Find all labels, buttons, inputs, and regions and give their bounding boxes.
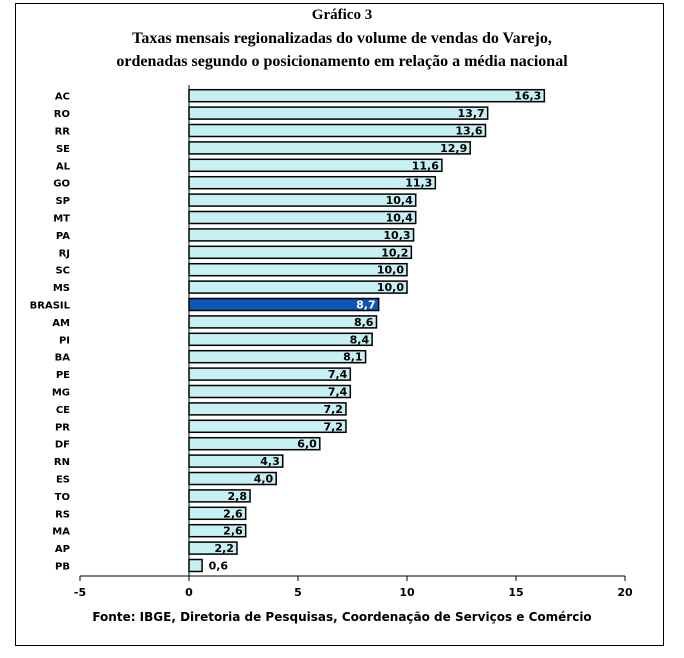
category-label: MS xyxy=(53,283,70,294)
data-label: 7,4 xyxy=(328,368,348,381)
bar-al xyxy=(188,158,443,173)
category-label: RJ xyxy=(59,248,70,259)
x-tick-label: 15 xyxy=(508,586,523,599)
data-label: 8,6 xyxy=(354,316,374,329)
data-label: 8,1 xyxy=(343,351,363,364)
data-label: 4,0 xyxy=(254,473,274,486)
category-label: AM xyxy=(52,318,70,329)
category-label: TO xyxy=(55,492,70,503)
data-label: 0,6 xyxy=(209,560,229,573)
bar-pr xyxy=(188,419,347,434)
x-tick-label: 5 xyxy=(294,586,302,599)
category-label: PA xyxy=(56,231,70,242)
data-label: 8,4 xyxy=(350,333,370,346)
category-label: CE xyxy=(56,405,70,416)
data-label: 7,2 xyxy=(323,420,343,433)
bar-rj xyxy=(188,245,413,260)
data-label: 11,3 xyxy=(405,177,432,190)
bar-pa xyxy=(188,228,415,242)
category-label: SP xyxy=(55,196,70,207)
data-label: 10,0 xyxy=(377,264,404,277)
category-label: RR xyxy=(55,127,71,138)
bar-mt xyxy=(188,210,417,225)
data-label: 7,4 xyxy=(328,386,348,399)
bar-ba xyxy=(188,349,367,364)
bar-go xyxy=(188,175,437,190)
category-label: SE xyxy=(56,144,70,155)
data-label: 10,2 xyxy=(381,246,408,259)
category-label: SC xyxy=(55,266,70,277)
category-label: BRASIL xyxy=(30,301,71,312)
bar-ms xyxy=(188,280,408,294)
data-label: 2,2 xyxy=(214,542,234,555)
source-note: Fonte: IBGE, Diretoria de Pesquisas, Coo… xyxy=(92,610,592,624)
data-label: 16,3 xyxy=(514,90,541,103)
category-label: BA xyxy=(55,353,71,364)
data-label: 7,2 xyxy=(323,403,343,416)
category-label: RO xyxy=(54,109,70,120)
data-label: 13,6 xyxy=(455,125,482,138)
x-tick-label: 20 xyxy=(617,586,633,599)
data-label: 11,6 xyxy=(412,159,439,172)
data-label: 10,0 xyxy=(377,281,404,294)
bar-pe xyxy=(188,367,352,381)
bar-ce xyxy=(188,402,347,416)
category-label: RS xyxy=(55,509,70,520)
data-label: 6,0 xyxy=(297,438,317,451)
data-label: 2,8 xyxy=(228,490,248,503)
category-label: DF xyxy=(55,440,70,451)
bar-ac xyxy=(188,88,546,103)
category-label: AL xyxy=(56,161,71,172)
chart-title: Taxas mensais regionalizadas do volume d… xyxy=(132,30,552,47)
chart-title-number: Gráfico 3 xyxy=(311,7,373,23)
data-label: 2,6 xyxy=(223,525,243,538)
category-label: ES xyxy=(56,475,70,486)
bar-sc xyxy=(188,262,408,277)
category-label: AP xyxy=(55,544,70,555)
x-tick-label: 0 xyxy=(185,586,193,599)
bar-pb xyxy=(188,558,203,573)
category-label: GO xyxy=(53,179,70,190)
data-label: 10,4 xyxy=(386,212,413,225)
category-label: RN xyxy=(54,457,70,468)
bar-se xyxy=(188,141,471,155)
bar-ro xyxy=(188,106,489,120)
data-label: 12,9 xyxy=(440,142,467,155)
bar-am xyxy=(188,315,378,329)
data-label: 4,3 xyxy=(260,455,280,468)
category-label: MT xyxy=(53,214,70,225)
bar-brasil xyxy=(188,297,380,312)
data-label: 13,7 xyxy=(458,107,485,120)
chart-subtitle: ordenadas segundo o posicionamento em re… xyxy=(116,53,568,70)
category-label: PR xyxy=(55,422,70,433)
data-label: 8,7 xyxy=(356,299,376,312)
bar-rr xyxy=(188,123,487,138)
category-label: MG xyxy=(52,388,70,399)
category-label: AC xyxy=(55,92,70,103)
x-tick-label: 10 xyxy=(399,586,415,599)
category-label: MA xyxy=(52,527,70,538)
category-label: PB xyxy=(55,562,70,573)
data-label: 10,3 xyxy=(383,229,410,242)
bar-sp xyxy=(188,193,417,207)
data-label: 2,6 xyxy=(223,507,243,520)
x-tick-label: -5 xyxy=(74,586,86,599)
bar-mg xyxy=(188,384,352,399)
data-label: 10,4 xyxy=(386,194,413,207)
category-label: PI xyxy=(59,335,70,346)
bar-pi xyxy=(188,332,373,347)
category-label: PE xyxy=(56,370,70,381)
